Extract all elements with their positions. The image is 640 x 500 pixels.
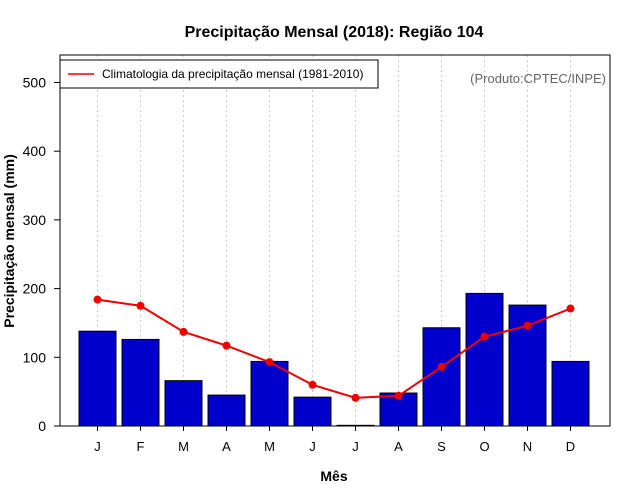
precipitation-bar — [207, 394, 246, 427]
plot-frame — [59, 54, 611, 427]
y-axis: 0 100 200 300 400 500 — [23, 74, 60, 434]
chart-title: Precipitação Mensal (2018): Região 104 — [185, 24, 484, 41]
climatology-point — [437, 362, 446, 371]
precipitation-bar — [121, 338, 160, 427]
climatology-point — [179, 327, 188, 336]
x-tick-label: S — [437, 439, 446, 454]
legend-label: Climatologia da precipitação mensal (198… — [102, 67, 363, 81]
climatology-point — [308, 380, 317, 389]
x-tick-label: F — [137, 439, 145, 454]
x-tick-label: J — [352, 439, 359, 454]
x-tick-label: J — [94, 439, 101, 454]
precipitation-bar — [164, 380, 203, 427]
grid-layer — [97, 55, 571, 426]
y-tick-label: 400 — [23, 143, 47, 159]
y-tick-label: 300 — [23, 212, 47, 228]
legend: Climatologia da precipitação mensal (198… — [59, 59, 379, 89]
climatology-point — [93, 295, 102, 304]
climatology-point — [480, 332, 489, 341]
x-tick-label: D — [566, 439, 575, 454]
precipitation-bar — [250, 360, 289, 427]
precipitation-bar — [78, 330, 117, 427]
x-tick-label: O — [479, 439, 489, 454]
climatology-point — [351, 393, 360, 402]
y-tick-label: 100 — [23, 349, 47, 365]
precipitation-bar — [551, 360, 590, 427]
climatology-point — [394, 391, 403, 400]
line-layer — [93, 295, 575, 402]
y-tick-label: 200 — [23, 281, 47, 297]
x-tick-label: A — [394, 439, 403, 454]
x-axis-label: Mês — [320, 468, 347, 484]
y-axis-label: Precipitação mensal (mm) — [1, 154, 17, 328]
x-tick-label: M — [264, 439, 275, 454]
precipitation-bar — [422, 327, 461, 427]
x-tick-label: J — [309, 439, 316, 454]
climatology-point — [136, 301, 145, 310]
climatology-point — [523, 321, 532, 330]
source-annotation: (Produto:CPTEC/INPE) — [470, 71, 606, 86]
x-tick-label: A — [222, 439, 231, 454]
climatology-point — [566, 304, 575, 313]
y-tick-label: 500 — [23, 74, 47, 90]
bars-layer — [78, 292, 590, 427]
x-tick-label: N — [523, 439, 532, 454]
x-tick-label: M — [178, 439, 189, 454]
climatology-point — [222, 341, 231, 350]
y-tick-label: 0 — [38, 418, 46, 434]
precipitation-bar — [465, 292, 504, 427]
legend-box — [59, 59, 379, 89]
precipitation-bar — [293, 396, 332, 427]
climatology-line — [97, 298, 571, 399]
climatology-point — [265, 358, 274, 367]
